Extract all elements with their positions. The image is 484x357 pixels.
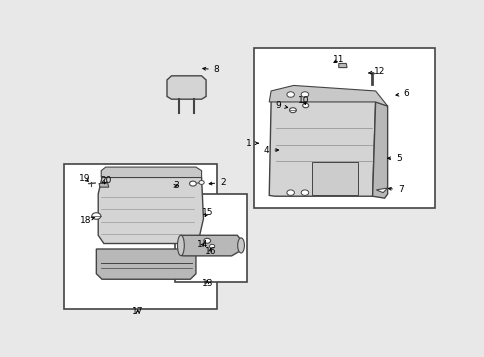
Bar	[64, 164, 216, 310]
Circle shape	[91, 213, 101, 219]
Text: 9: 9	[275, 101, 287, 110]
Circle shape	[302, 103, 308, 108]
Text: 13: 13	[201, 279, 212, 288]
Circle shape	[287, 92, 294, 97]
Text: 11: 11	[333, 55, 344, 64]
Polygon shape	[96, 249, 196, 279]
Circle shape	[203, 238, 210, 243]
Text: 17: 17	[132, 307, 143, 316]
Text: 18: 18	[80, 216, 94, 225]
Polygon shape	[180, 235, 242, 256]
Bar	[254, 48, 434, 208]
Bar	[312, 162, 357, 195]
Text: 14: 14	[197, 240, 208, 250]
Circle shape	[301, 92, 308, 97]
Circle shape	[289, 108, 296, 113]
Bar	[175, 194, 246, 282]
Polygon shape	[166, 76, 206, 99]
Circle shape	[209, 244, 214, 248]
Text: 16: 16	[204, 247, 215, 256]
Text: 1: 1	[246, 139, 257, 148]
Polygon shape	[269, 85, 387, 106]
Text: 5: 5	[387, 154, 401, 163]
Ellipse shape	[177, 235, 184, 256]
Text: 4: 4	[263, 146, 278, 155]
Ellipse shape	[237, 238, 244, 253]
Text: 19: 19	[79, 175, 91, 183]
Circle shape	[301, 190, 308, 195]
Text: 2: 2	[209, 178, 226, 187]
Polygon shape	[376, 188, 387, 193]
Polygon shape	[98, 171, 203, 243]
Circle shape	[287, 190, 294, 195]
Text: 6: 6	[395, 89, 408, 98]
Polygon shape	[269, 91, 375, 196]
Circle shape	[189, 181, 196, 186]
Text: 10: 10	[298, 96, 309, 105]
Text: 3: 3	[173, 181, 179, 190]
Circle shape	[198, 181, 204, 185]
Text: 15: 15	[201, 208, 212, 217]
Polygon shape	[99, 183, 108, 187]
Text: 8: 8	[202, 65, 219, 74]
Polygon shape	[372, 102, 387, 198]
Text: 20: 20	[100, 176, 111, 185]
Polygon shape	[101, 167, 201, 177]
Text: 7: 7	[388, 185, 403, 195]
Polygon shape	[338, 64, 347, 67]
Text: 12: 12	[368, 67, 385, 76]
